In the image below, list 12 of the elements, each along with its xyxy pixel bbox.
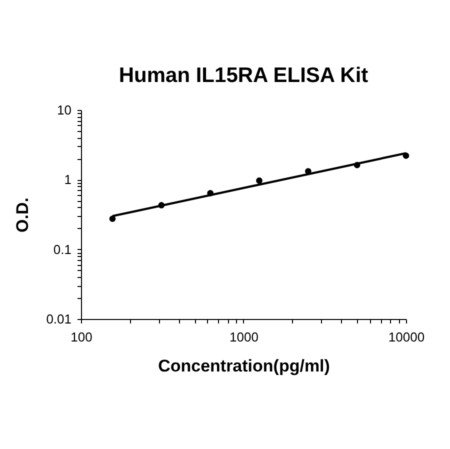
y-tick-label: 10	[57, 102, 72, 118]
y-axis-title: O.D.	[13, 198, 32, 232]
y-tick-label: 0.1	[53, 242, 72, 257]
x-tick-label: 10000	[388, 330, 425, 344]
point	[256, 177, 262, 184]
point	[109, 216, 116, 222]
x-tick-label: 100	[70, 330, 92, 344]
chart-title: Human IL15RA ELISA Kit	[118, 64, 368, 87]
x-axis-title: Concentration(pg/ml)	[158, 356, 330, 376]
x-tick-label: 1000	[230, 330, 258, 344]
y-tick-label: 0.01	[46, 312, 72, 326]
y-tick-label: 1	[64, 172, 72, 188]
